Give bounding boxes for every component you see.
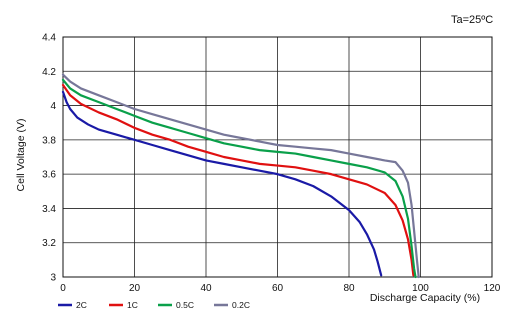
x-tick-label: 80 [343,283,355,294]
series-line-2C [61,90,383,277]
series-line-0-5C [61,78,417,279]
x-tick-label: 20 [129,283,141,294]
y-tick-label: 3.2 [42,238,56,249]
series-line-0-2C [61,73,420,279]
x-tick-label: 40 [200,283,212,294]
legend-label: 0.5C [176,300,194,310]
y-tick-label: 3 [50,273,56,284]
x-tick-label: 120 [484,283,501,294]
legend-label: 0.2C [232,300,250,310]
y-tick-label: 4 [50,101,56,112]
series-line-1C [61,83,415,277]
grid [62,36,493,278]
x-tick-label: 0 [60,283,66,294]
y-tick-label: 3.4 [42,204,56,215]
y-tick-labels: 3 3.2 3.4 3.6 3.8 4 4.2 4.4 [42,33,56,284]
x-tick-label: 100 [412,283,429,294]
x-tick-labels: 0 20 40 60 80 100 120 [60,283,501,294]
plot-frame [62,36,493,278]
y-axis-label: Cell Voltage (V) [15,119,27,192]
y-tick-label: 4.4 [42,33,56,44]
y-tick-label: 3.6 [42,170,56,181]
temperature-annotation: Ta=25ºC [451,14,493,26]
x-axis-label: Discharge Capacity (%) [370,292,480,304]
legend-label: 1C [127,300,138,310]
legend-label: 2C [76,300,87,310]
series-lines [61,73,420,279]
x-tick-label: 60 [272,283,284,294]
y-tick-label: 3.8 [42,135,56,146]
y-tick-label: 4.2 [42,67,56,78]
legend: 2C 1C 0.5C 0.2C [58,300,250,310]
